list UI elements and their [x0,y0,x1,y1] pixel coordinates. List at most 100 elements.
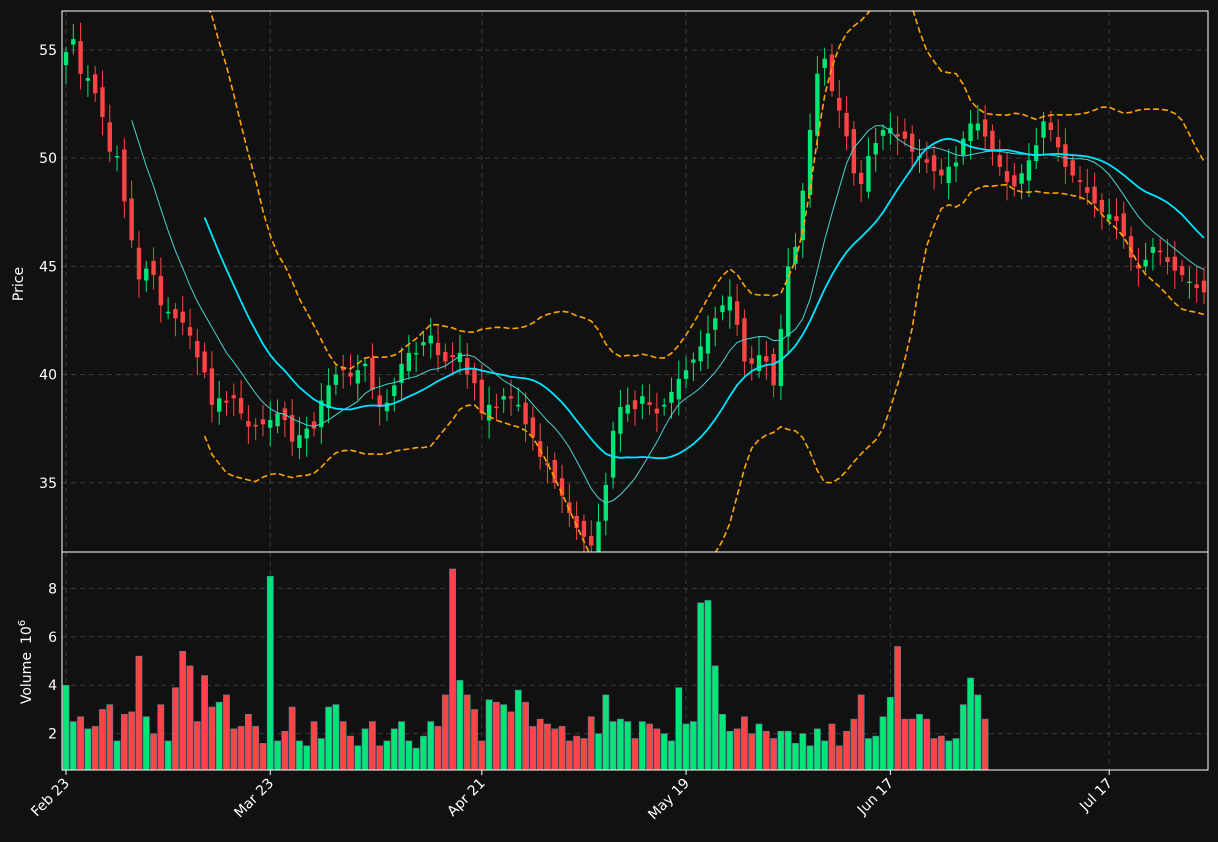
candle-up [457,334,463,374]
candle-down [435,326,441,372]
candle-down [253,418,258,441]
candle-down [895,115,900,155]
candle-down [450,342,455,376]
candle-down [1004,152,1010,201]
candle-up [516,387,521,412]
candle-body [975,123,981,131]
candle-up [421,331,426,357]
volume-panel: 2 4 6 8 Feb 23 Mar 23 Apr 21 May 19 Jun 17 Jul 17… [28,551,1209,823]
candle-body [260,419,266,425]
candle-down [902,118,908,147]
candle-body [268,419,273,428]
candle-body [873,143,878,155]
candle-down [939,158,944,184]
candle-up [815,55,820,149]
candle-body [341,367,346,371]
candle-body [122,149,127,202]
candle-down [92,66,98,102]
volume-bar-up [405,740,413,770]
candle-down [1165,238,1170,275]
candle-body [333,374,339,385]
candle-body [786,266,791,337]
candle-body [501,396,506,400]
volume-bar-down [894,646,902,770]
candle-body [1165,257,1170,263]
candle-up [319,383,324,444]
volume-bar-up [799,733,807,770]
volume-bar-down [908,718,916,770]
volume-bar-down [259,743,267,770]
candle-body [1012,175,1017,187]
volume-bar-up [879,716,887,770]
candle-down [1136,247,1141,287]
candle-down [78,22,83,90]
candle-body [136,247,142,280]
volume-bar-up [865,738,872,770]
candle-up [1034,127,1039,169]
volume-bar-down [471,709,478,770]
candle-body [1158,250,1163,253]
candle-body [640,396,645,404]
candle-down [1092,172,1097,218]
candle-body [1034,145,1039,162]
candle-down [1085,168,1090,205]
candle-body [691,359,696,363]
volume-bar-up [390,728,398,770]
candle-down [1114,198,1119,239]
candle-body [720,305,725,313]
candle-down [632,390,638,426]
volume-bar-down [120,713,128,770]
candle-down [479,364,484,421]
candle-body [771,353,776,386]
candle-body [632,400,638,410]
volume-bar-down [339,721,347,770]
candle-down [997,139,1002,176]
candle-up [1026,143,1032,198]
candle-up [603,472,609,536]
candle-up [297,417,302,460]
candle-body [1136,265,1141,269]
candle-body [275,413,280,427]
candle-up [727,279,733,329]
candle-body [450,355,455,358]
candle-up [1150,238,1156,271]
candle-up [866,137,871,199]
volume-bar-down [449,568,457,770]
volume-bar-up [142,716,150,770]
volume-bar-down [850,718,858,770]
candle-body [552,459,557,483]
volume-bar-down [558,726,566,770]
volume-bar-down [653,728,661,770]
candle-body [574,515,579,529]
candle-body [413,352,419,355]
candle-down [443,343,448,370]
candle-body [939,169,944,176]
candle-down [238,379,244,420]
candle-down [231,383,236,417]
candle-body [851,129,857,174]
candle-down [574,501,579,541]
candle-up [661,398,667,416]
candle-down [749,346,754,381]
candle-body [1150,246,1156,253]
candle-up [392,377,397,412]
candle-body [822,58,827,68]
candle-down [1121,201,1126,249]
candle-body [610,430,616,478]
candle-body [1055,137,1061,148]
volume-bar-down [930,738,938,770]
candle-body [1172,256,1178,271]
candle-body [618,407,623,434]
candle-down [289,399,295,457]
candle-down [341,354,346,389]
candle-body [370,358,375,390]
candle-up [691,352,696,382]
candle-body [764,356,769,362]
candle-body [1143,259,1148,267]
x-tick-label: Mar 23 [231,776,277,822]
candle-down [508,379,514,417]
price-tick-label: 55 [39,43,57,59]
x-tick-label: Apr 21 [444,776,488,820]
volume-bar-down [770,738,778,770]
candle-down [187,308,193,350]
